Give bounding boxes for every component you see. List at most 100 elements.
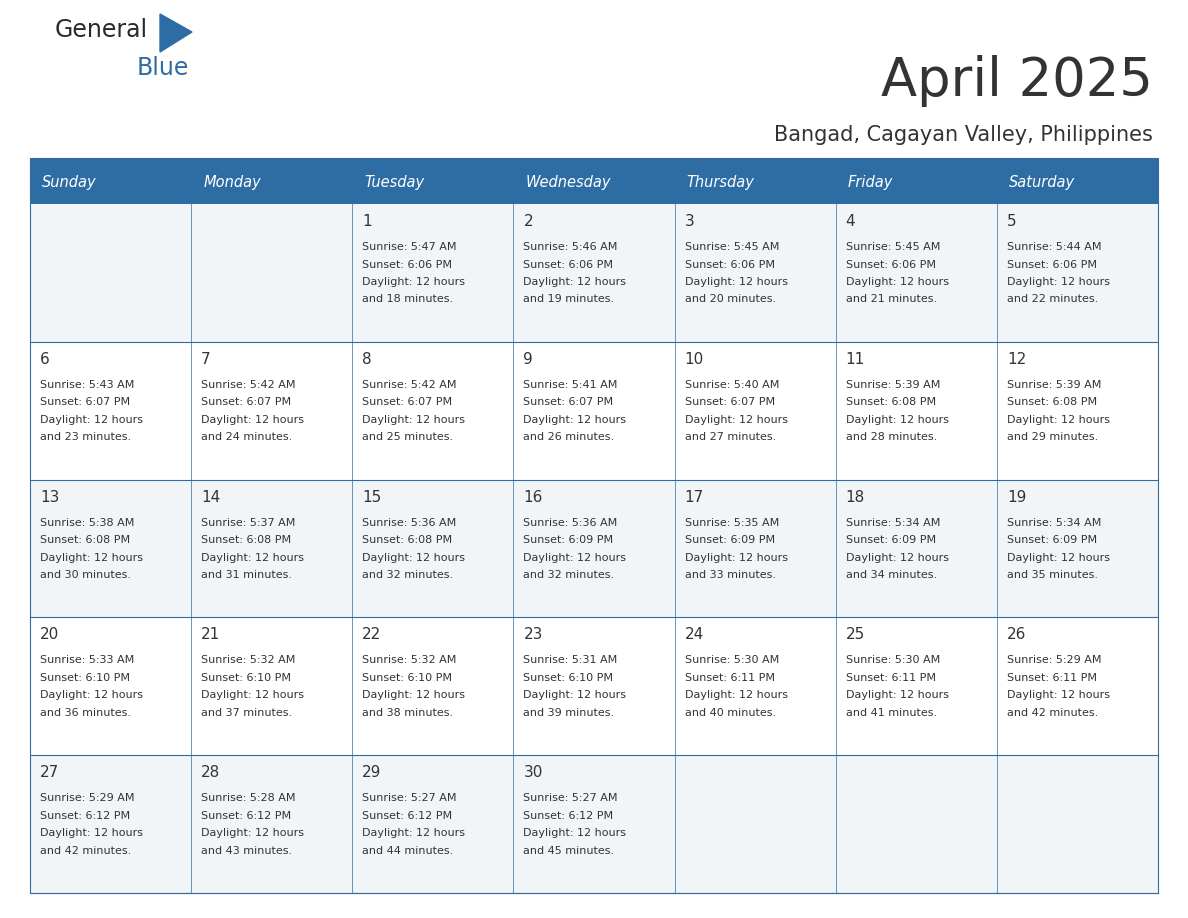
Text: Sunset: 6:11 PM: Sunset: 6:11 PM [684,673,775,683]
Text: Daylight: 12 hours: Daylight: 12 hours [40,828,143,838]
Bar [997,341,1158,479]
Text: and 41 minutes.: and 41 minutes. [846,708,937,718]
Text: Sunset: 6:12 PM: Sunset: 6:12 PM [201,811,291,821]
Text: Daylight: 12 hours: Daylight: 12 hours [362,828,466,838]
Text: Sunset: 6:10 PM: Sunset: 6:10 PM [362,673,453,683]
Text: Daylight: 12 hours: Daylight: 12 hours [1007,553,1110,563]
Bar [835,618,997,756]
Text: Sunset: 6:12 PM: Sunset: 6:12 PM [524,811,613,821]
Text: and 27 minutes.: and 27 minutes. [684,432,776,442]
Text: 15: 15 [362,489,381,505]
Text: Sunset: 6:08 PM: Sunset: 6:08 PM [846,397,936,408]
Text: and 32 minutes.: and 32 minutes. [524,570,614,580]
Text: Daylight: 12 hours: Daylight: 12 hours [524,277,626,287]
Text: Daylight: 12 hours: Daylight: 12 hours [524,828,626,838]
Text: Daylight: 12 hours: Daylight: 12 hours [1007,690,1110,700]
Text: and 42 minutes.: and 42 minutes. [1007,708,1098,718]
Text: and 32 minutes.: and 32 minutes. [362,570,454,580]
Text: Daylight: 12 hours: Daylight: 12 hours [846,690,949,700]
Bar [513,756,675,893]
Bar [997,479,1158,618]
Text: Sunrise: 5:36 AM: Sunrise: 5:36 AM [524,518,618,528]
Text: 29: 29 [362,766,381,780]
Text: Sunset: 6:08 PM: Sunset: 6:08 PM [362,535,453,545]
Text: Sunset: 6:06 PM: Sunset: 6:06 PM [1007,260,1097,270]
Text: 23: 23 [524,627,543,643]
Text: 28: 28 [201,766,221,780]
Text: and 19 minutes.: and 19 minutes. [524,295,614,305]
Text: Daylight: 12 hours: Daylight: 12 hours [684,277,788,287]
Text: General: General [55,18,148,42]
Text: Sunset: 6:07 PM: Sunset: 6:07 PM [524,397,613,408]
Bar [675,479,835,618]
Text: Daylight: 12 hours: Daylight: 12 hours [201,690,304,700]
Text: Sunrise: 5:42 AM: Sunrise: 5:42 AM [201,380,296,390]
Text: Sunset: 6:07 PM: Sunset: 6:07 PM [684,397,775,408]
Text: Sunrise: 5:44 AM: Sunrise: 5:44 AM [1007,242,1101,252]
Text: 14: 14 [201,489,221,505]
Bar [513,618,675,756]
Text: Daylight: 12 hours: Daylight: 12 hours [40,690,143,700]
Text: 20: 20 [40,627,59,643]
Bar [997,618,1158,756]
Text: and 37 minutes.: and 37 minutes. [201,708,292,718]
Text: Sunrise: 5:45 AM: Sunrise: 5:45 AM [846,242,940,252]
Text: Sunset: 6:08 PM: Sunset: 6:08 PM [1007,397,1097,408]
Text: Daylight: 12 hours: Daylight: 12 hours [362,415,466,425]
Text: Daylight: 12 hours: Daylight: 12 hours [201,828,304,838]
Text: Sunset: 6:07 PM: Sunset: 6:07 PM [40,397,131,408]
Text: and 44 minutes.: and 44 minutes. [362,845,454,856]
Text: Sunrise: 5:40 AM: Sunrise: 5:40 AM [684,380,779,390]
Text: Sunrise: 5:33 AM: Sunrise: 5:33 AM [40,655,134,666]
Text: 2: 2 [524,214,533,229]
Text: Sunset: 6:10 PM: Sunset: 6:10 PM [201,673,291,683]
Text: 8: 8 [362,352,372,367]
Text: 9: 9 [524,352,533,367]
Bar [675,618,835,756]
Text: and 22 minutes.: and 22 minutes. [1007,295,1098,305]
Text: 5: 5 [1007,214,1017,229]
Text: Sunrise: 5:34 AM: Sunrise: 5:34 AM [846,518,940,528]
Text: 3: 3 [684,214,694,229]
Bar [675,341,835,479]
Text: 10: 10 [684,352,703,367]
Bar [30,158,1158,162]
Text: and 36 minutes.: and 36 minutes. [40,708,131,718]
Text: and 25 minutes.: and 25 minutes. [362,432,454,442]
Bar [191,618,353,756]
Text: 7: 7 [201,352,210,367]
Text: Sunset: 6:10 PM: Sunset: 6:10 PM [524,673,613,683]
Text: 24: 24 [684,627,703,643]
Text: Sunrise: 5:29 AM: Sunrise: 5:29 AM [40,793,134,803]
Text: and 24 minutes.: and 24 minutes. [201,432,292,442]
Text: 11: 11 [846,352,865,367]
Bar [997,756,1158,893]
Text: and 20 minutes.: and 20 minutes. [684,295,776,305]
Bar [191,479,353,618]
Text: and 42 minutes.: and 42 minutes. [40,845,131,856]
Text: Sunrise: 5:32 AM: Sunrise: 5:32 AM [201,655,296,666]
Text: 22: 22 [362,627,381,643]
Text: Sunrise: 5:39 AM: Sunrise: 5:39 AM [1007,380,1101,390]
Text: Daylight: 12 hours: Daylight: 12 hours [846,415,949,425]
Text: Daylight: 12 hours: Daylight: 12 hours [201,553,304,563]
Text: Daylight: 12 hours: Daylight: 12 hours [684,553,788,563]
Bar [513,479,675,618]
Text: April 2025: April 2025 [881,55,1154,107]
Bar [30,479,191,618]
Text: Monday: Monday [203,175,261,191]
Bar [30,618,191,756]
Text: Sunset: 6:11 PM: Sunset: 6:11 PM [846,673,936,683]
Text: Blue: Blue [137,56,189,80]
Bar [30,756,191,893]
Text: Sunrise: 5:35 AM: Sunrise: 5:35 AM [684,518,779,528]
Bar [353,756,513,893]
Bar [353,341,513,479]
Bar [191,204,353,341]
Bar [835,756,997,893]
Text: Sunset: 6:06 PM: Sunset: 6:06 PM [846,260,936,270]
Bar [513,341,675,479]
Text: Daylight: 12 hours: Daylight: 12 hours [40,415,143,425]
Text: Daylight: 12 hours: Daylight: 12 hours [362,553,466,563]
Bar [191,341,353,479]
